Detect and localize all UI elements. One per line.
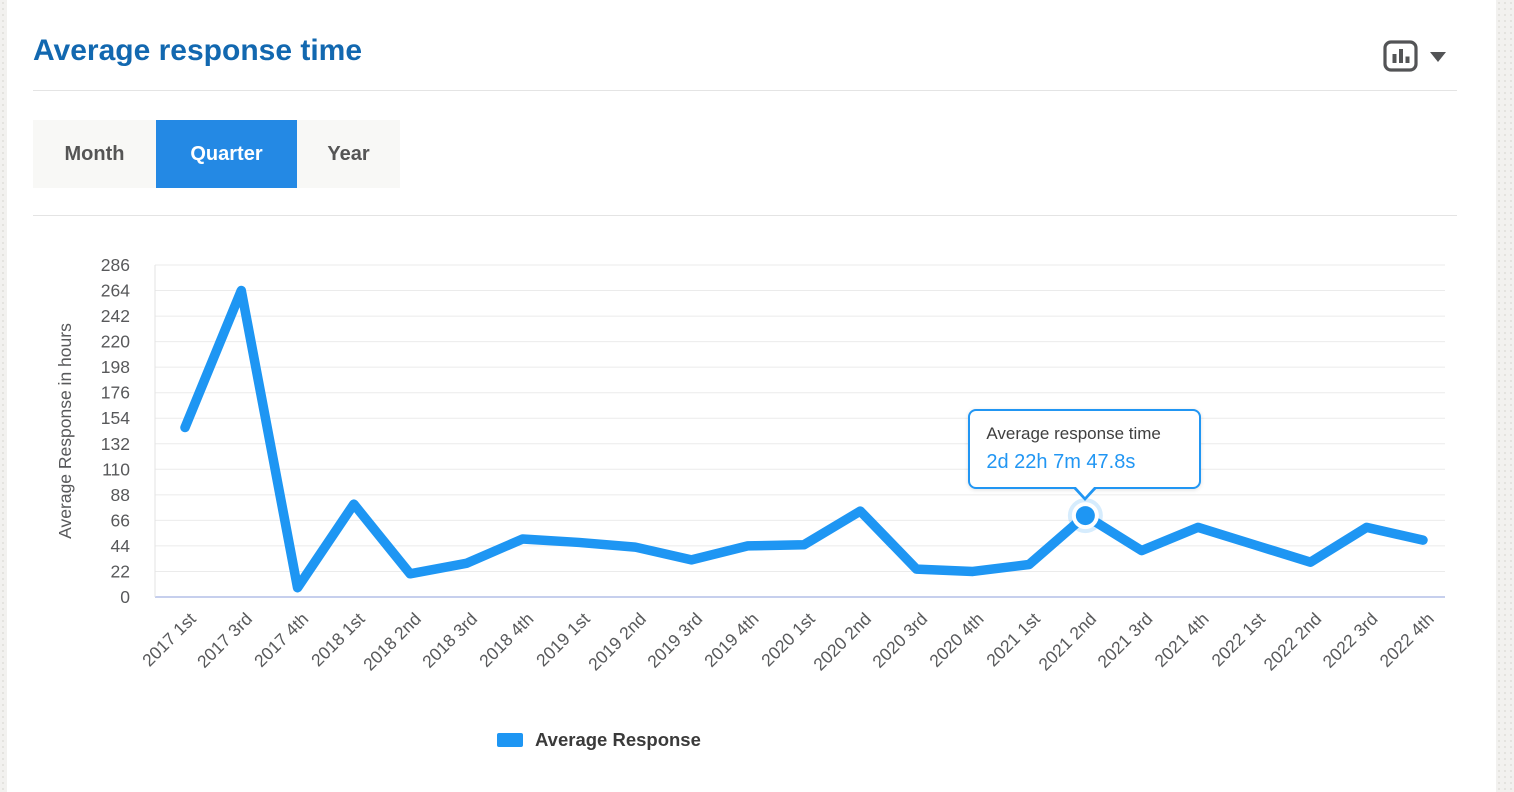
chart-type-button[interactable] bbox=[1383, 40, 1418, 72]
page-title: Average response time bbox=[33, 34, 363, 67]
x-tick-label: 2017 1st bbox=[138, 609, 200, 671]
x-tick-label: 2019 2nd bbox=[584, 609, 650, 675]
x-tick-label: 2020 4th bbox=[925, 609, 987, 671]
y-axis-title: Average Response in hours bbox=[55, 323, 75, 539]
tooltip-title: Average response time bbox=[986, 423, 1161, 443]
page-background-right bbox=[1496, 0, 1514, 792]
y-tick-label: 176 bbox=[101, 383, 130, 403]
x-tick-label: 2020 3rd bbox=[868, 609, 931, 672]
y-tick-label: 110 bbox=[102, 459, 130, 479]
x-tick-label: 2021 3rd bbox=[1093, 609, 1156, 672]
y-tick-label: 132 bbox=[101, 434, 130, 454]
x-tick-label: 2022 3rd bbox=[1319, 609, 1382, 672]
y-tick-label: 154 bbox=[101, 408, 130, 428]
legend-label: Average Response bbox=[535, 729, 701, 750]
x-tick-label: 2019 4th bbox=[700, 609, 762, 671]
y-tick-label: 242 bbox=[101, 306, 130, 326]
y-tick-label: 44 bbox=[111, 536, 131, 556]
legend-swatch bbox=[497, 733, 523, 747]
y-tick-label: 88 bbox=[111, 485, 130, 505]
tab-year[interactable]: Year bbox=[297, 120, 400, 188]
tabs-divider bbox=[33, 215, 1457, 216]
y-tick-label: 0 bbox=[120, 587, 130, 607]
interval-tabs: Month Quarter Year bbox=[33, 120, 400, 188]
page-background-left bbox=[0, 0, 7, 792]
x-tick-label: 2020 2nd bbox=[809, 609, 875, 675]
y-tick-label: 198 bbox=[101, 357, 130, 377]
x-tick-label: 2021 2nd bbox=[1034, 609, 1100, 675]
chart-tooltip: Average response time 2d 22h 7m 47.8s bbox=[968, 408, 1202, 501]
x-tick-label: 2017 3rd bbox=[193, 609, 256, 672]
header-divider bbox=[33, 90, 1457, 91]
tab-month[interactable]: Month bbox=[33, 120, 156, 188]
x-tick-label: 2018 4th bbox=[475, 609, 537, 671]
x-tick-label: 2019 3rd bbox=[643, 609, 706, 672]
x-tick-label: 2021 4th bbox=[1150, 609, 1212, 671]
bar-chart-icon bbox=[1383, 40, 1418, 72]
x-tick-label: 2017 4th bbox=[250, 609, 312, 671]
y-tick-label: 66 bbox=[111, 510, 130, 530]
series-line-average-response[interactable] bbox=[180, 285, 1428, 593]
x-tick-label: 2022 2nd bbox=[1260, 609, 1326, 675]
chart-legend: Average Response bbox=[497, 729, 701, 751]
tooltip-value: 2d 22h 7m 47.8s bbox=[986, 450, 1136, 473]
x-tick-label: 2018 3rd bbox=[418, 609, 481, 672]
tab-quarter[interactable]: Quarter bbox=[156, 120, 297, 188]
y-tick-label: 220 bbox=[101, 332, 130, 352]
x-tick-label: 2022 4th bbox=[1376, 609, 1438, 671]
y-tick-label: 264 bbox=[101, 281, 130, 301]
highlighted-point[interactable] bbox=[1075, 506, 1095, 526]
y-tick-label: 286 bbox=[101, 255, 130, 275]
caret-down-icon[interactable] bbox=[1430, 52, 1446, 62]
y-tick-label: 22 bbox=[111, 561, 130, 581]
tooltip-arrow bbox=[1072, 485, 1099, 501]
x-tick-label: 2018 2nd bbox=[359, 609, 425, 675]
